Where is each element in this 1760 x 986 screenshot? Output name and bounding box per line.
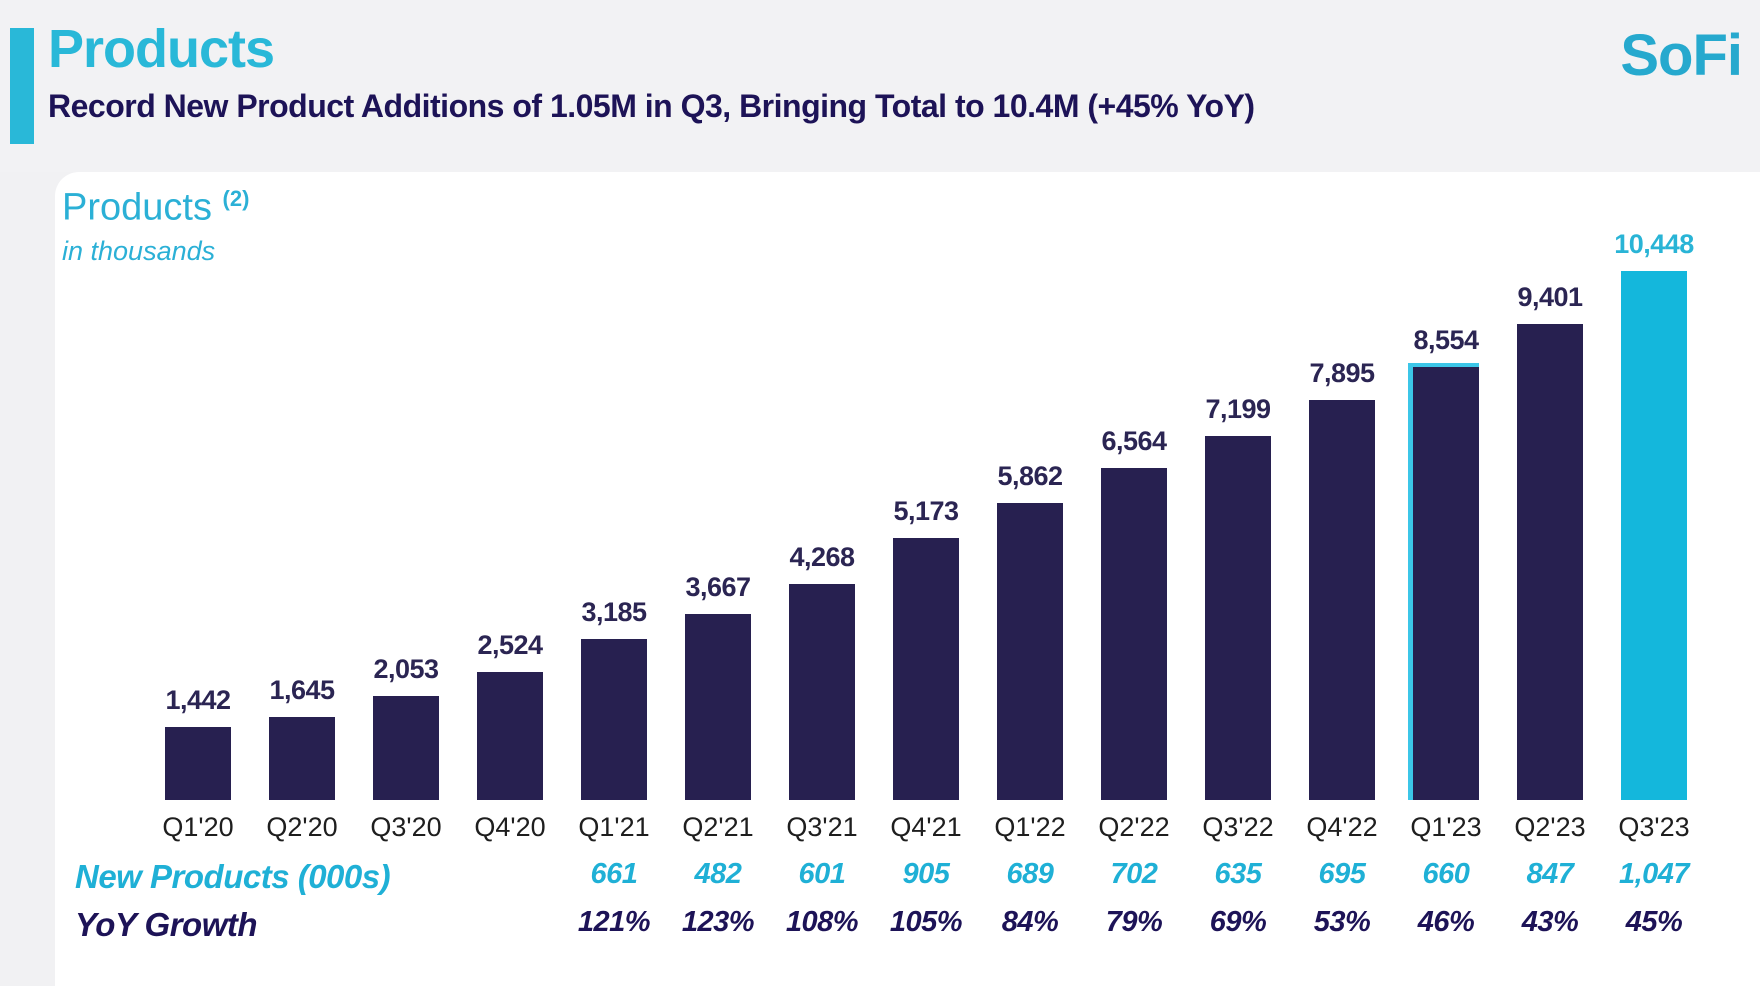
bar-value-label: 2,524 (477, 630, 543, 660)
bar-Q3'23 (1621, 271, 1687, 800)
table-cell: 601 (798, 858, 846, 890)
table-cell: 46% (1417, 906, 1475, 938)
bar-value-label: 9,401 (1517, 282, 1583, 312)
table-row-label-yoy-growth: YoY Growth (75, 906, 258, 943)
x-axis-label: Q3'21 (786, 812, 858, 842)
bar-Q4'21 (893, 538, 959, 800)
bar-value-label: 7,199 (1205, 394, 1271, 424)
bar-Q3'22 (1205, 436, 1271, 800)
slide-header: Products Record New Product Additions of… (0, 0, 1760, 172)
page-subtitle: Record New Product Additions of 1.05M in… (48, 88, 1255, 124)
table-cell: 661 (590, 858, 638, 890)
table-cell: 79% (1105, 906, 1163, 938)
x-axis-label: Q2'20 (266, 812, 338, 842)
bar-value-label: 1,442 (165, 685, 231, 715)
bar-value-label: 3,185 (581, 597, 647, 627)
bar-Q3'21 (789, 584, 855, 800)
table-cell: 695 (1318, 858, 1366, 890)
bar-value-label: 3,667 (685, 572, 751, 602)
table-cell: 43% (1521, 906, 1579, 938)
table-cell: 660 (1422, 858, 1470, 890)
x-axis-label: Q4'20 (474, 812, 546, 842)
table-cell: 84% (1001, 906, 1059, 938)
x-axis-label: Q1'21 (578, 812, 650, 842)
sofi-logo: SoFi (1620, 23, 1743, 88)
table-cell: 53% (1313, 906, 1371, 938)
bar-Q2'22 (1101, 468, 1167, 800)
accent-bar (10, 28, 34, 144)
bar-Q2'21 (685, 614, 751, 800)
table-cell: 69% (1209, 906, 1267, 938)
bar-Q1'20 (165, 727, 231, 800)
bar-value-label: 10,448 (1614, 229, 1694, 259)
x-axis-label: Q2'22 (1098, 812, 1170, 842)
chart-title-footnote: (2) (222, 186, 250, 211)
table-cell: 108% (785, 906, 859, 938)
table-cell: 105% (889, 906, 963, 938)
bar-value-label: 2,053 (373, 654, 439, 684)
table-row-label-new-products: New Products (000s) (75, 858, 391, 895)
bar-value-label: 4,268 (789, 542, 855, 572)
bar-Q2'23 (1517, 324, 1583, 800)
table-cell: 121% (577, 906, 651, 938)
bar-value-label: 7,895 (1309, 358, 1375, 388)
x-axis-label: Q3'23 (1618, 812, 1690, 842)
x-axis-label: Q3'20 (370, 812, 442, 842)
table-cell: 1,047 (1618, 858, 1690, 890)
table-cell: 635 (1214, 858, 1262, 890)
bar-Q1'21 (581, 639, 647, 800)
bar-value-label: 5,862 (997, 461, 1063, 491)
page-title: Products (48, 19, 275, 79)
bar-Q2'20 (269, 717, 335, 800)
chart-title-text: Products (62, 186, 212, 229)
table-cell: 482 (694, 858, 742, 890)
bar-value-label: 5,173 (893, 496, 959, 526)
x-axis-label: Q1'23 (1410, 812, 1482, 842)
table-cell: 123% (681, 906, 755, 938)
x-axis-label: Q2'23 (1514, 812, 1586, 842)
bar-value-label: 6,564 (1101, 426, 1167, 456)
x-axis-label: Q2'21 (682, 812, 754, 842)
chart-title: Products (2) (62, 186, 249, 230)
table-cell: 689 (1006, 858, 1054, 890)
x-axis-label: Q1'20 (162, 812, 234, 842)
bar-Q3'20 (373, 696, 439, 800)
table-cell: 702 (1110, 858, 1158, 890)
x-axis-label: Q3'22 (1202, 812, 1274, 842)
x-axis-label: Q4'22 (1306, 812, 1378, 842)
table-cell: 847 (1526, 858, 1574, 890)
bar-Q4'20 (477, 672, 543, 800)
bar-value-label: 1,645 (269, 675, 335, 705)
x-axis-label: Q4'21 (890, 812, 962, 842)
bar-Q1'22 (997, 503, 1063, 800)
table-cell: 905 (902, 858, 950, 890)
bar-Q4'22 (1309, 400, 1375, 800)
bar-value-label: 8,554 (1413, 325, 1479, 355)
x-axis-label: Q1'22 (994, 812, 1066, 842)
table-cell: 45% (1625, 906, 1683, 938)
chart-units-label: in thousands (62, 236, 216, 266)
bar-Q1'23 (1413, 367, 1479, 800)
